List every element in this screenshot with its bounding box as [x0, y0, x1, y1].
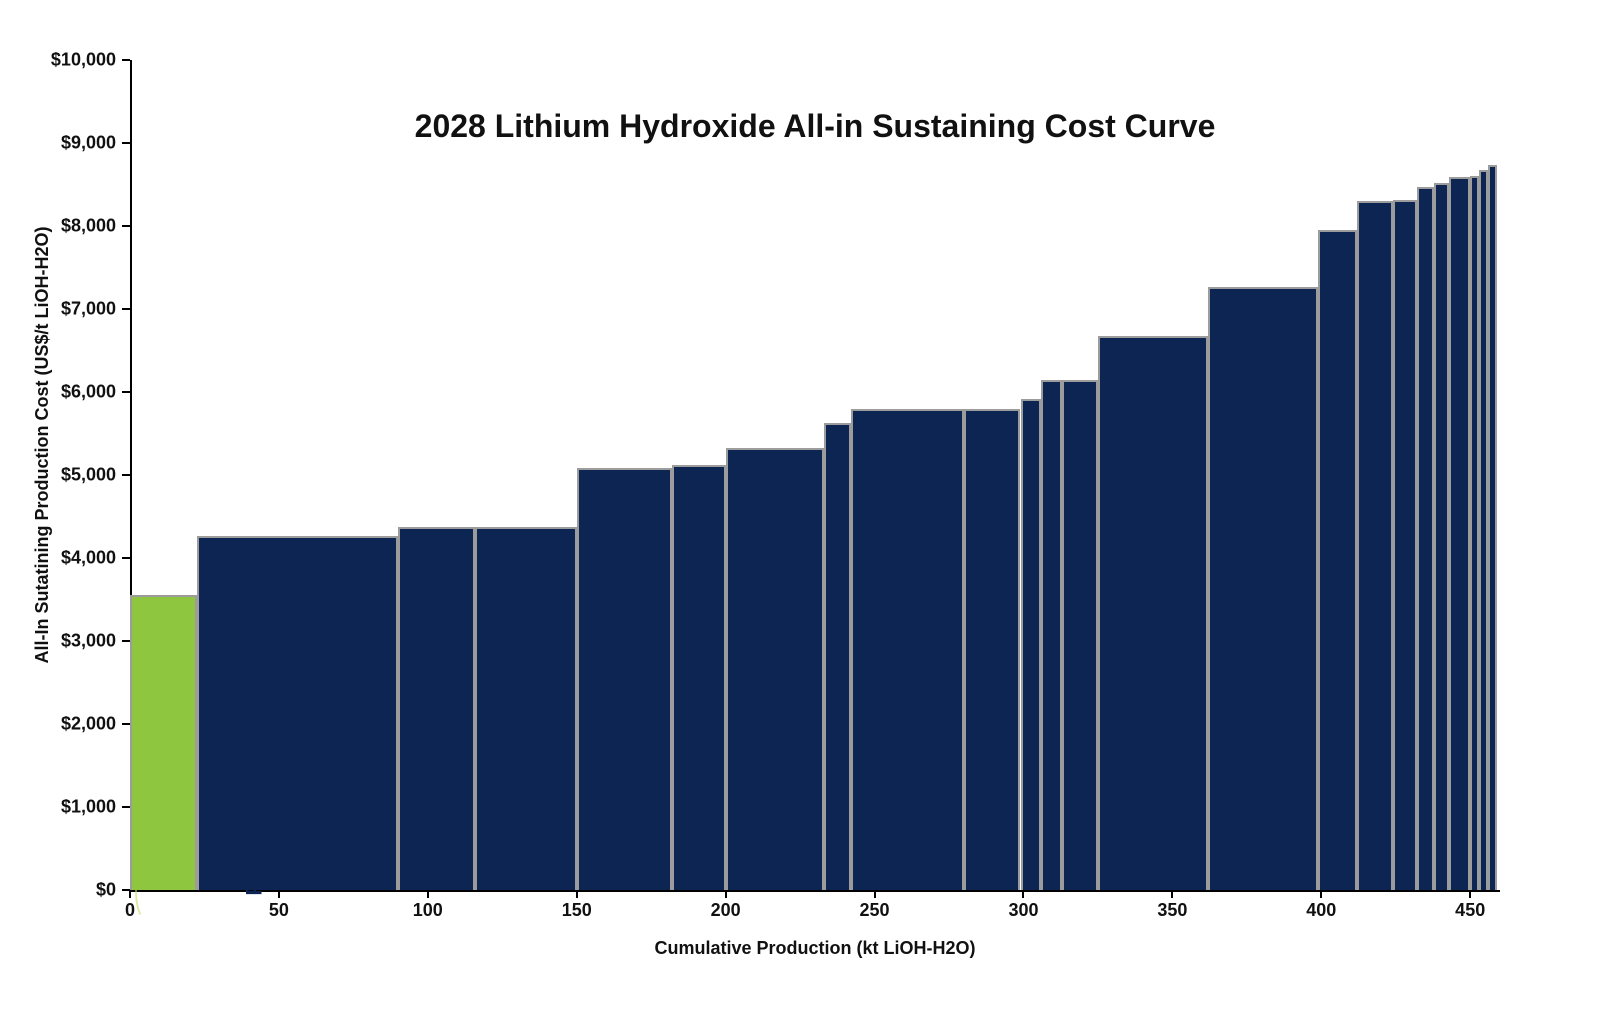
cost-bar [1479, 170, 1488, 890]
cost-bar [1021, 399, 1042, 890]
cost-bar [824, 423, 851, 890]
y-tick-label: $3,000 [0, 631, 116, 652]
y-tick [122, 557, 130, 559]
x-tick-label: 50 [269, 900, 289, 921]
cost-bar [1470, 176, 1479, 890]
cost-bar [1417, 187, 1435, 890]
cost-bar [964, 409, 1021, 890]
x-tick-label: 300 [1008, 900, 1038, 921]
y-tick-label: $5,000 [0, 465, 116, 486]
y-tick-label: $6,000 [0, 382, 116, 403]
y-tick [122, 640, 130, 642]
cost-bar [1434, 183, 1449, 890]
y-tick-label: $7,000 [0, 299, 116, 320]
cost-bar [1062, 380, 1098, 890]
highlight-bar [130, 595, 197, 890]
x-axis-line [130, 890, 1500, 892]
y-tick [122, 723, 130, 725]
cost-bar [1393, 200, 1417, 890]
cost-bar [726, 448, 824, 890]
y-tick-label: $0 [0, 880, 116, 901]
x-tick-label: 0 [125, 900, 135, 921]
x-axis-label: Cumulative Production (kt LiOH-H2O) [130, 938, 1500, 959]
x-tick-label: 350 [1157, 900, 1187, 921]
y-tick-label: $1,000 [0, 797, 116, 818]
x-tick-label: 400 [1306, 900, 1336, 921]
cost-bar [577, 468, 672, 890]
y-tick [122, 806, 130, 808]
cost-bar [475, 527, 576, 890]
cost-bar [851, 409, 964, 890]
cost-bar [1041, 380, 1062, 890]
x-tick-label: 250 [860, 900, 890, 921]
y-tick [122, 474, 130, 476]
cost-bar [1208, 287, 1318, 890]
cost-bar [398, 527, 475, 890]
x-tick-label: 200 [711, 900, 741, 921]
cost-bar [1488, 165, 1497, 890]
cost-bar [1449, 177, 1470, 890]
y-tick-label: $4,000 [0, 548, 116, 569]
y-tick [122, 391, 130, 393]
y-tick [122, 59, 130, 61]
y-tick [122, 308, 130, 310]
cost-bar [1318, 230, 1357, 890]
chart-container: All-In Sutatining Production Cost (US$/t… [0, 0, 1600, 1030]
cost-bar [1098, 336, 1208, 890]
x-tick-label: 150 [562, 900, 592, 921]
y-tick-label: $2,000 [0, 714, 116, 735]
x-tick-label: 450 [1455, 900, 1485, 921]
y-tick-label: $8,000 [0, 216, 116, 237]
y-tick [122, 142, 130, 144]
cost-bar [197, 536, 398, 890]
cost-bar [672, 465, 726, 890]
x-tick-label: 100 [413, 900, 443, 921]
y-tick-label: $9,000 [0, 133, 116, 154]
y-tick-label: $10,000 [0, 50, 116, 71]
y-tick [122, 225, 130, 227]
cost-bar [1357, 201, 1393, 890]
